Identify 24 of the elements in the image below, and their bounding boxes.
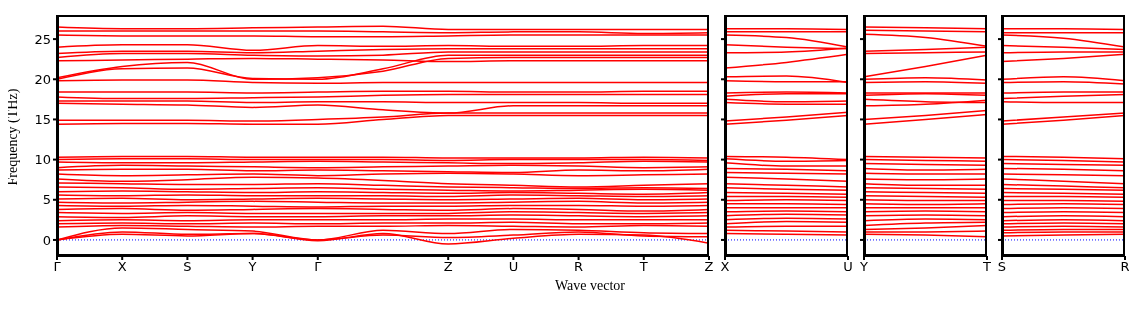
y-tick-label: 15 [34,112,51,128]
x-tick-label: X [117,259,127,275]
x-tick-label: U [843,259,853,275]
y-tick-label: 25 [34,31,51,47]
x-tick-label: Z [704,259,714,275]
x-tick-label: U [508,259,519,275]
x-tick-label: S [183,259,192,275]
y-tick-label: 10 [34,152,51,168]
x-tick-label: T [982,259,992,275]
x-tick-label: Γ [314,259,323,275]
x-tick-label: Y [247,259,257,275]
x-tick-label: Z [443,259,453,275]
x-tick-label: Y [859,259,869,275]
x-tick-label: Γ [53,259,62,275]
x-tick-label: R [1120,259,1130,275]
x-tick-label: X [720,259,730,275]
y-axis-title: Frequency (THz) [4,88,21,186]
x-axis-title: Wave vector [554,278,626,294]
x-tick-label: R [574,259,584,275]
x-tick-label: S [997,259,1007,275]
y-tick-label: 5 [42,192,51,208]
y-tick-label: 0 [42,232,51,248]
y-tick-label: 20 [34,71,51,87]
x-tick-label: T [638,259,648,275]
